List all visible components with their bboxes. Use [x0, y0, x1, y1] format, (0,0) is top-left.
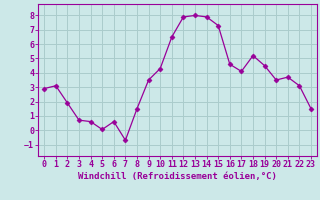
X-axis label: Windchill (Refroidissement éolien,°C): Windchill (Refroidissement éolien,°C) [78, 172, 277, 181]
